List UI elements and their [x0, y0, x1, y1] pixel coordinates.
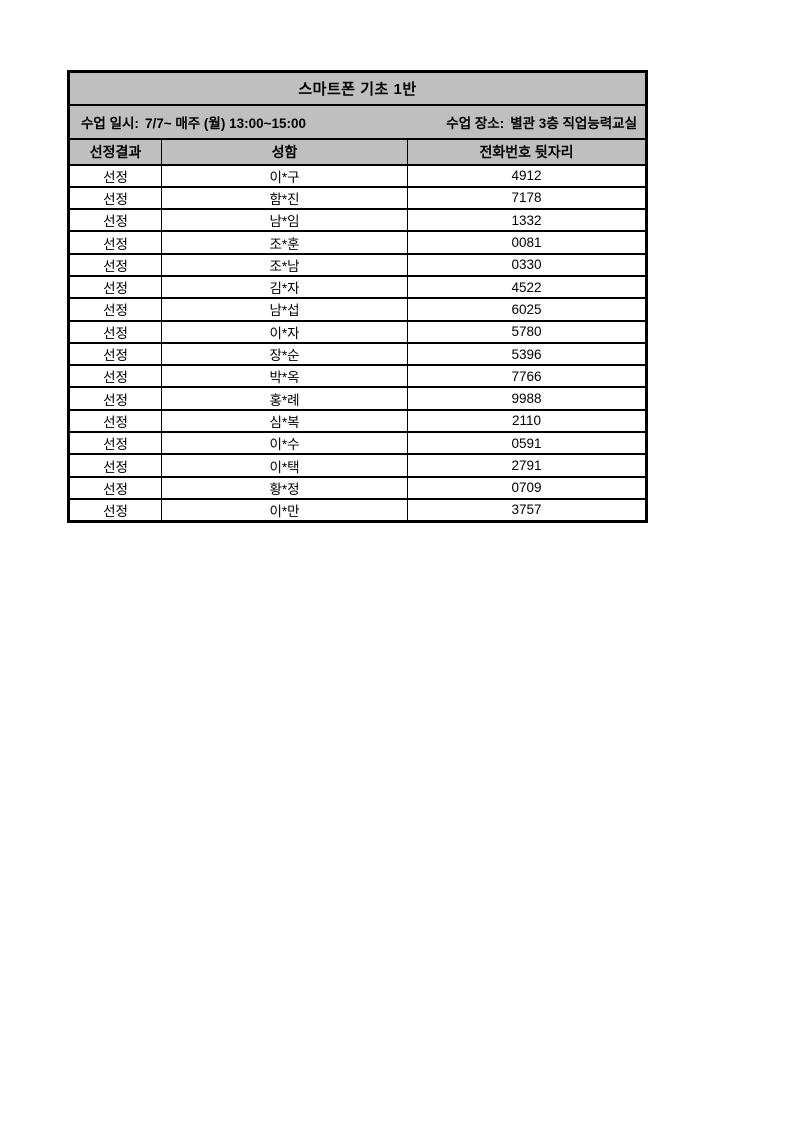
- name-cell: 황*정: [161, 475, 408, 500]
- table-row: 선정 남*임 1332: [68, 208, 648, 233]
- selection-result-cell: 선정: [68, 453, 162, 478]
- name-cell: 장*순: [161, 341, 408, 367]
- selection-result-cell: 선정: [68, 364, 162, 389]
- column-header-phone: 전화번호 뒷자리: [406, 137, 648, 166]
- table-row: 선정 심*복 2110: [68, 408, 648, 434]
- name-cell: 함*진: [161, 185, 408, 211]
- table-row: 선정 장*순 5396: [68, 341, 648, 367]
- name-cell: 홍*례: [161, 386, 408, 411]
- table-row: 선정 남*섭 6025: [68, 297, 648, 322]
- table-title-row: 스마트폰 기초 1반: [67, 70, 648, 106]
- name-cell: 이*자: [161, 319, 408, 344]
- selection-result-cell: 선정: [68, 185, 162, 211]
- table-row: 선정 이*자 5780: [68, 319, 648, 344]
- table-row: 선정 함*진 7178: [68, 185, 648, 211]
- selection-result-cell: 선정: [68, 274, 162, 300]
- phone-cell: 6025: [406, 297, 648, 322]
- table-row: 선정 이*택 2791: [68, 453, 648, 478]
- class-roster-table: 스마트폰 기초 1반 수업 일시: 7/7~ 매주 (월) 13:00~15:00…: [67, 70, 649, 523]
- name-cell: 이*수: [161, 431, 408, 456]
- selection-result-cell: 선정: [68, 408, 162, 434]
- schedule-value: 7/7~ 매주 (월) 13:00~15:00: [144, 115, 307, 131]
- selection-result-cell: 선정: [68, 341, 162, 367]
- phone-cell: 0081: [406, 230, 648, 255]
- class-info-row: 수업 일시: 7/7~ 매주 (월) 13:00~15:00 수업 장소: 별관 3…: [67, 103, 648, 140]
- column-header-result: 선정결과: [68, 137, 162, 166]
- phone-cell: 2110: [406, 408, 648, 434]
- table-header-row: 선정결과 성함 전화번호 뒷자리: [68, 137, 648, 166]
- schedule-label: 수업 일시:: [81, 115, 139, 131]
- selection-result-cell: 선정: [68, 497, 162, 523]
- name-cell: 이*택: [161, 453, 408, 478]
- table-row: 선정 이*수 0591: [68, 431, 648, 456]
- selection-result-cell: 선정: [68, 163, 162, 188]
- phone-cell: 0709: [406, 475, 648, 500]
- phone-cell: 9988: [406, 386, 648, 411]
- selection-result-cell: 선정: [68, 252, 162, 277]
- phone-cell: 1332: [406, 208, 648, 233]
- name-cell: 심*복: [161, 408, 408, 434]
- selection-result-cell: 선정: [68, 319, 162, 344]
- phone-cell: 3757: [406, 497, 648, 523]
- table-row: 선정 황*정 0709: [68, 475, 648, 500]
- table-row: 선정 김*자 4522: [68, 274, 648, 300]
- name-cell: 김*자: [161, 274, 408, 300]
- table-row: 선정 홍*례 9988: [68, 386, 648, 411]
- name-cell: 남*섭: [161, 297, 408, 322]
- selection-result-cell: 선정: [68, 297, 162, 322]
- schedule-text: 수업 일시: 7/7~ 매주 (월) 13:00~15:00: [81, 112, 306, 132]
- table-row: 선정 이*구 4912: [68, 163, 648, 188]
- class-info: 수업 일시: 7/7~ 매주 (월) 13:00~15:00 수업 장소: 별관 3…: [70, 112, 645, 132]
- phone-cell: 2791: [406, 453, 648, 478]
- name-cell: 조*남: [161, 252, 408, 277]
- name-cell: 이*만: [161, 497, 408, 523]
- selection-result-cell: 선정: [68, 230, 162, 255]
- name-cell: 이*구: [161, 163, 408, 188]
- table-row: 선정 이*만 3757: [68, 497, 648, 523]
- table-row: 선정 박*옥 7766: [68, 364, 648, 389]
- name-cell: 박*옥: [161, 364, 408, 389]
- location-value: 별관 3층 직업능력교실: [510, 115, 638, 131]
- name-cell: 조*훈: [161, 230, 408, 255]
- phone-cell: 0591: [406, 431, 648, 456]
- table-row: 선정 조*남 0330: [68, 252, 648, 277]
- phone-cell: 4522: [406, 274, 648, 300]
- selection-result-cell: 선정: [68, 431, 162, 456]
- location-text: 수업 장소: 별관 3층 직업능력교실: [446, 112, 637, 132]
- phone-cell: 0330: [406, 252, 648, 277]
- phone-cell: 7766: [406, 364, 648, 389]
- selection-result-cell: 선정: [68, 208, 162, 233]
- name-cell: 남*임: [161, 208, 408, 233]
- phone-cell: 5396: [406, 341, 648, 367]
- location-label: 수업 장소:: [446, 115, 505, 131]
- phone-cell: 7178: [406, 185, 648, 211]
- table-row: 선정 조*훈 0081: [68, 230, 648, 255]
- selection-result-cell: 선정: [68, 386, 162, 411]
- column-header-name: 성함: [161, 137, 408, 166]
- phone-cell: 4912: [406, 163, 648, 188]
- table-title: 스마트폰 기초 1반: [67, 70, 648, 106]
- class-info-cell: 수업 일시: 7/7~ 매주 (월) 13:00~15:00 수업 장소: 별관 3…: [67, 103, 648, 140]
- selection-result-cell: 선정: [68, 475, 162, 500]
- roster-body: 선정 이*구 4912 선정 함*진 7178 선정 남*임 1332: [68, 163, 648, 523]
- phone-cell: 5780: [406, 319, 648, 344]
